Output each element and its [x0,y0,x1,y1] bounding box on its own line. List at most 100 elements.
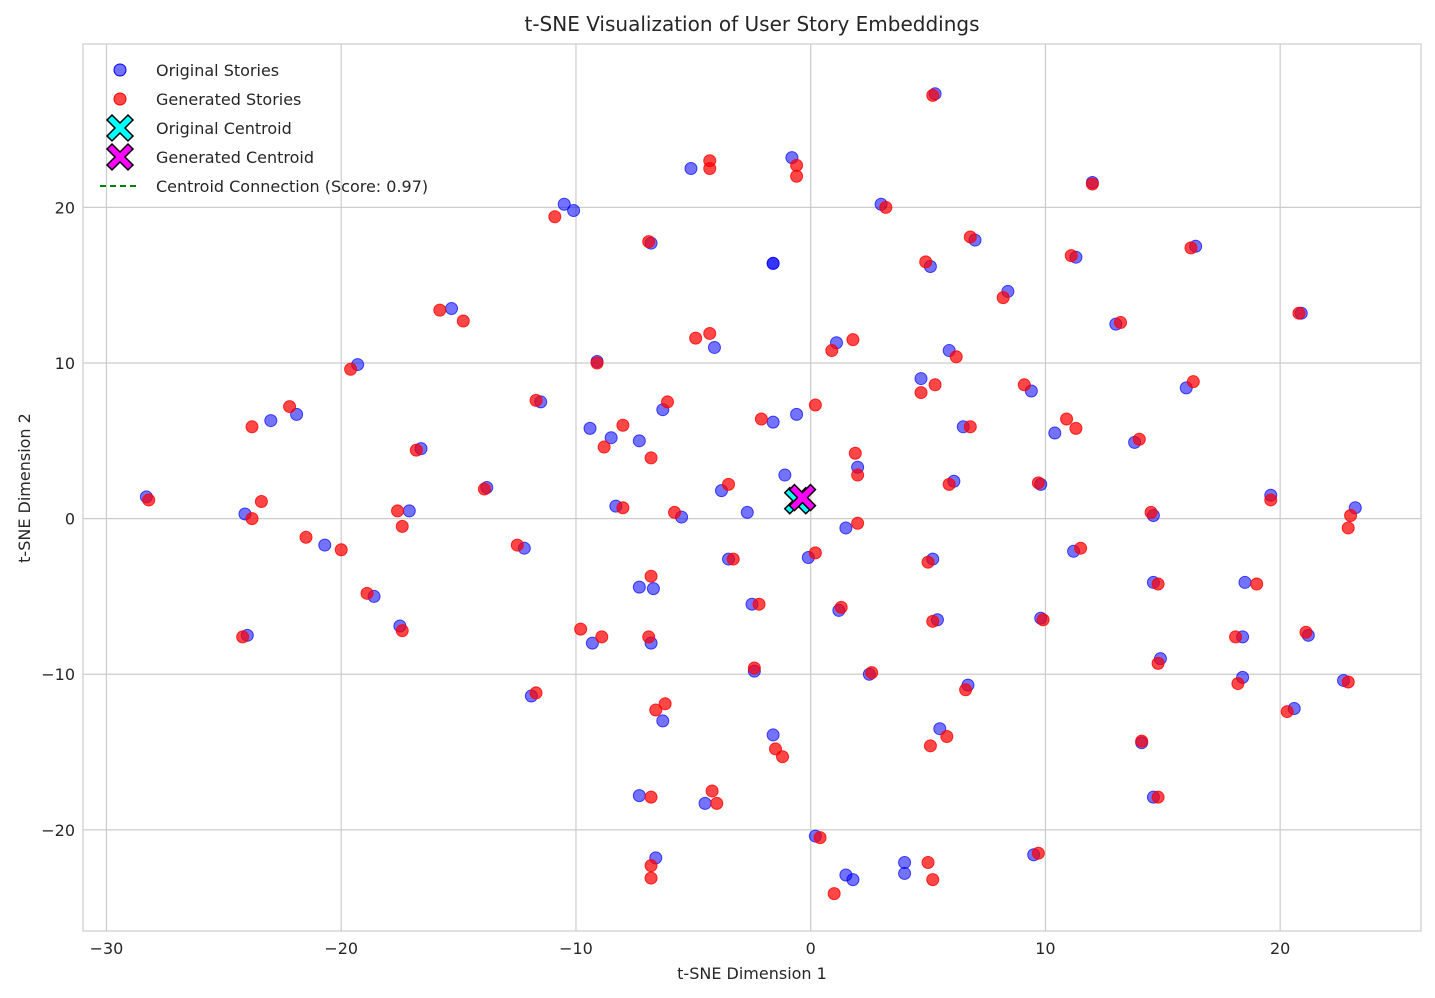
generated-story-point [1264,493,1278,507]
original-story-point [656,714,670,728]
generated-story-point [848,446,862,460]
generated-story-point [616,501,630,515]
original-story-point [698,796,712,810]
generated-story-point [245,512,259,526]
generated-story-point [926,873,940,887]
generated-story-point [921,856,935,870]
original-story-point [898,866,912,880]
generated-story-point [1280,705,1294,719]
original-story-point [318,538,332,552]
generated-story-point [1151,577,1165,591]
generated-story-point [395,519,409,533]
original-story-point [583,421,597,435]
generated-story-point [754,412,768,426]
original-story-point [778,468,792,482]
generated-story-point [942,477,956,491]
generated-story-point [926,614,940,628]
generated-story-point [360,586,374,600]
generated-story-point [642,630,656,644]
generated-story-point [616,418,630,432]
original-story-point [646,582,660,596]
generated-story-point [752,597,766,611]
generated-story-point [1292,306,1306,320]
original-story-point [632,580,646,594]
y-tick-label: −20 [41,821,75,840]
x-tick-label: 10 [1035,939,1055,958]
original-story-point [632,789,646,803]
y-tick-label: 0 [65,510,75,529]
original-story-point [766,728,780,742]
original-story-point [707,340,721,354]
x-tick-label: 0 [806,939,816,958]
generated-story-point [879,200,893,214]
generated-story-point [529,686,543,700]
legend-generated-stories-marker [113,92,127,106]
generated-story-point [1151,790,1165,804]
generated-story-point [1036,613,1050,627]
generated-story-point [1031,846,1045,860]
generated-story-point [923,739,937,753]
original-story-point [684,161,698,175]
generated-story-point [919,255,933,269]
generated-story-point [236,630,250,644]
original-story-point [264,414,278,428]
generated-story-point [813,831,827,845]
generated-story-point [529,393,543,407]
generated-story-point [433,303,447,317]
original-story-point [567,204,581,218]
generated-story-point [921,555,935,569]
generated-story-point [644,790,658,804]
generated-story-point [142,493,156,507]
generated-story-point [1085,177,1099,191]
generated-story-point [1231,677,1245,691]
generated-story-point [1069,421,1083,435]
y-axis-label: t-SNE Dimension 2 [15,413,34,563]
generated-story-point [644,569,658,583]
generated-story-point [658,697,672,711]
y-tick-label: 20 [55,198,75,217]
x-tick-label: −30 [90,939,124,958]
generated-story-point [1074,541,1088,555]
generated-story-point [1229,630,1243,644]
generated-story-point [1064,249,1078,263]
x-tick-label: −20 [324,939,358,958]
original-story-point [604,431,618,445]
generated-story-point [283,400,297,414]
generated-story-point [644,451,658,465]
y-tick-label: 10 [55,354,75,373]
generated-story-point [776,750,790,764]
chart-title: t-SNE Visualization of User Story Embedd… [524,12,979,36]
generated-story-point [1151,656,1165,670]
legend: Original Stories Generated Stories Origina… [100,61,428,196]
generated-story-point [722,477,736,491]
generated-story-point [344,362,358,376]
legend-original-centroid-marker [105,113,135,143]
generated-story-point [391,504,405,518]
generated-story-point [1250,577,1264,591]
original-story-point [766,256,780,270]
generated-story-point [703,161,717,175]
generated-story-point [865,666,879,680]
x-tick-label: −10 [559,939,593,958]
generated-story-point [299,530,313,544]
generated-story-point [705,784,719,798]
generated-story-point [846,333,860,347]
data-points [139,87,1362,901]
generated-story-point [668,505,682,519]
original-story-point [846,873,860,887]
generated-story-point [1144,505,1158,519]
generated-story-point [1341,675,1355,689]
legend-original-stories-label: Original Stories [156,61,279,80]
legend-generated-stories-label: Generated Stories [156,90,301,109]
legend-centroid-connection-label: Centroid Connection (Score: 0.97) [156,177,428,196]
generated-story-point [334,543,348,557]
generated-story-point [834,600,848,614]
generated-story-point [703,326,717,340]
generated-story-point [996,291,1010,305]
original-story-point [766,415,780,429]
x-axis-label: t-SNE Dimension 1 [677,964,827,983]
generated-story-point [926,88,940,102]
original-story-point [839,521,853,535]
generated-story-point [827,887,841,901]
